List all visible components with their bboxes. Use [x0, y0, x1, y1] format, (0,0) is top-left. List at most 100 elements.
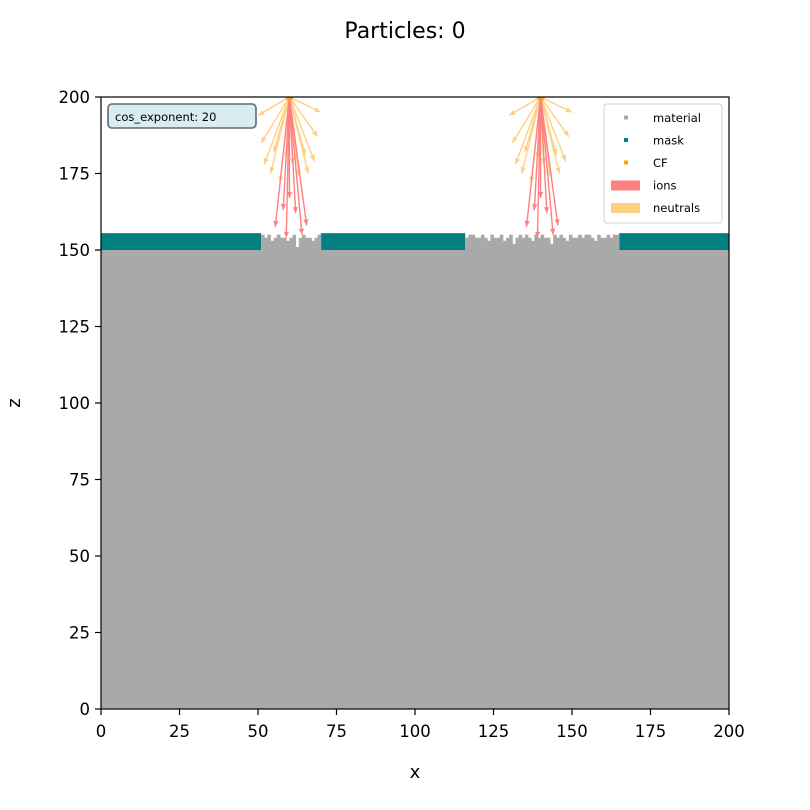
- legend: material mask CF ions neutrals: [603, 103, 723, 224]
- surface-column: [543, 237, 548, 251]
- surface-column: [289, 237, 293, 251]
- legend-label: neutrals: [653, 201, 700, 215]
- surface-column: [283, 237, 287, 251]
- neutral-arrow: [514, 97, 542, 165]
- surface-column: [270, 240, 275, 251]
- x-tick-label: 200: [713, 722, 745, 741]
- neutral-arrow: [288, 97, 310, 174]
- surface-column: [317, 234, 322, 251]
- surface-column: [499, 234, 504, 251]
- surface-column: [286, 240, 290, 251]
- neutral-arrow: [540, 97, 570, 138]
- source-origin: [536, 97, 545, 101]
- material-region: [101, 250, 729, 709]
- info-box: cos_exponent: 20: [107, 103, 257, 129]
- x-tick-label: 125: [478, 722, 510, 741]
- surface-column: [600, 237, 604, 251]
- surface-column: [553, 234, 557, 251]
- y-tick-label: 150: [59, 241, 91, 260]
- material-layer: [101, 250, 729, 709]
- surface-column: [612, 234, 617, 251]
- surface-column: [550, 243, 554, 251]
- mask-layer: [101, 233, 729, 250]
- legend-entry-material: material: [624, 111, 701, 125]
- surface-column: [474, 237, 479, 251]
- surface-column: [568, 234, 573, 251]
- surface-column: [305, 237, 309, 251]
- ion-arrow: [288, 97, 309, 226]
- chart-title: Particles: 0: [344, 19, 465, 44]
- legend-marker: [624, 138, 628, 142]
- surface-column: [465, 237, 469, 251]
- surface-column: [506, 237, 510, 251]
- source-origin: [285, 97, 294, 101]
- surface-column: [512, 243, 516, 251]
- x-tick-label: 150: [556, 722, 588, 741]
- y-tick-label: 0: [80, 700, 91, 719]
- legend-entry-CF: CF: [624, 156, 668, 170]
- surface-column: [490, 234, 494, 251]
- y-tick-label: 25: [69, 624, 90, 643]
- ion-arrow: [539, 97, 550, 214]
- surface-column: [575, 237, 579, 251]
- surface-column: [528, 237, 532, 251]
- surface-column: [531, 240, 535, 251]
- surface-column: [609, 237, 614, 251]
- surface-column: [597, 234, 601, 251]
- x-tick-label: 75: [326, 722, 347, 741]
- surface-column: [562, 237, 567, 251]
- x-tick-label: 25: [169, 722, 190, 741]
- surface-column: [261, 234, 265, 251]
- surface-column: [578, 234, 582, 251]
- surface-column: [521, 237, 526, 251]
- surface-column: [477, 237, 482, 251]
- x-tick-label: 175: [635, 722, 667, 741]
- neutral-arrow: [263, 97, 291, 165]
- surface-column: [314, 237, 319, 251]
- surface-column: [480, 234, 485, 251]
- y-tick-label: 75: [69, 471, 90, 490]
- neutral-arrow: [508, 97, 541, 116]
- mask-segment-2: [320, 233, 466, 250]
- surface-column: [593, 240, 598, 251]
- surface-column: [292, 234, 297, 251]
- y-tick-label: 100: [59, 394, 91, 413]
- surface-column: [603, 237, 607, 251]
- legend-label: mask: [653, 134, 684, 148]
- y-tick-label: 50: [69, 547, 90, 566]
- legend-entry-ions: ions: [611, 179, 677, 193]
- surface-layer: [261, 234, 620, 251]
- neutral-arrow: [540, 97, 573, 113]
- mask-segment-3: [619, 233, 729, 250]
- surface-column: [484, 237, 488, 251]
- surface-column: [540, 234, 545, 251]
- y-axis: 0 25 50 75 100 125 150 175 200: [59, 88, 101, 719]
- surface-column: [515, 237, 520, 251]
- legend-frame: [603, 103, 723, 224]
- surface-column: [556, 237, 560, 251]
- surface-column: [295, 246, 300, 251]
- surface-column: [273, 237, 278, 251]
- neutral-arrow: [288, 97, 316, 162]
- surface-column: [546, 237, 551, 251]
- surface-column: [264, 237, 268, 251]
- neutral-arrow: [260, 97, 290, 144]
- particle-source-1: [257, 97, 322, 238]
- neutral-arrow: [524, 97, 542, 153]
- surface-column: [279, 237, 284, 251]
- surface-column: [590, 237, 595, 251]
- legend-marker: [624, 115, 628, 120]
- legend-patch: [611, 180, 640, 191]
- ion-arrow: [524, 97, 542, 228]
- neutral-arrow: [288, 97, 319, 138]
- surface-column: [298, 237, 303, 251]
- particle-source-2: [508, 97, 573, 238]
- y-tick-label: 175: [59, 165, 91, 184]
- ion-arrow: [539, 97, 556, 235]
- surface-column: [487, 240, 491, 251]
- legend-entry-mask: mask: [624, 134, 684, 148]
- surface-column: [509, 234, 513, 251]
- surface-column: [301, 234, 306, 251]
- x-axis-label: x: [410, 762, 421, 783]
- surface-column: [615, 234, 620, 251]
